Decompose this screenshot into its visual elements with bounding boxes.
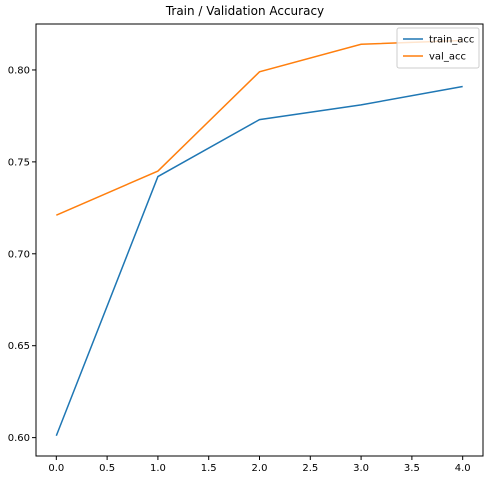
x-tick-label: 2.5 <box>302 463 318 474</box>
x-tick-label: 0.0 <box>48 463 64 474</box>
x-tick-label: 2.0 <box>252 463 268 474</box>
plot-frame <box>35 23 484 457</box>
x-tick-label: 3.5 <box>404 463 420 474</box>
y-tick-label: 0.80 <box>8 65 30 76</box>
legend-box <box>396 27 480 69</box>
x-tick-label: 3.0 <box>353 463 369 474</box>
x-tick-label: 4.0 <box>455 463 471 474</box>
y-tick-label: 0.65 <box>8 341 30 352</box>
series-line-train_acc <box>55 85 463 437</box>
series-line-val_acc <box>56 39 463 216</box>
y-tick-label: 0.75 <box>8 157 30 168</box>
x-tick-label: 0.5 <box>99 463 115 474</box>
x-tick-label: 1.5 <box>201 463 217 474</box>
x-tick-label: 1.0 <box>150 463 166 474</box>
chart-title: Train / Validation Accuracy <box>165 4 325 18</box>
legend-label: val_acc <box>429 52 466 63</box>
legend-label: train_acc <box>429 35 474 46</box>
y-tick-label: 0.60 <box>8 433 30 444</box>
y-tick-label: 0.70 <box>8 249 30 260</box>
